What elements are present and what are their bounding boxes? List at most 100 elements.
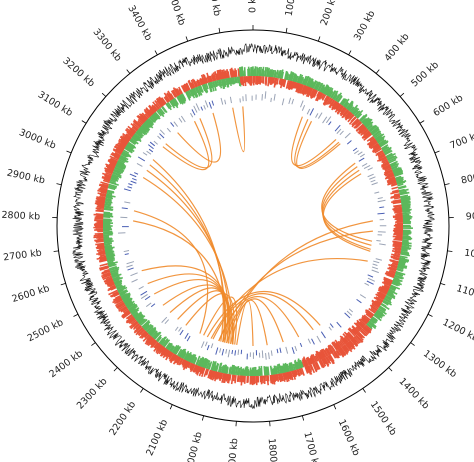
inner-strand-feature [276,366,280,374]
inner-feature [127,186,133,189]
outer-strand-feature [367,321,377,330]
tick-label: 2300 kb [75,376,110,412]
outer-strand-feature [325,356,330,364]
outer-strand-feature [221,372,225,383]
inner-strand-feature [103,207,114,211]
inner-strand-feature [228,367,232,375]
inner-strand-feature [370,307,377,313]
outer-strand-feature [397,183,404,187]
inner-strand-feature [337,340,343,348]
outer-strand-feature [129,320,138,329]
link-arc [236,300,254,347]
outer-strand-feature [241,66,244,77]
tick-mark [218,27,221,33]
inner-strand-feature [377,295,385,301]
outer-strand-feature [309,364,314,371]
outer-strand-feature [112,290,119,296]
link-arc [218,230,373,342]
outer-strand-feature [399,191,410,196]
inner-strand-feature [347,328,356,337]
inner-strand-feature [265,76,268,86]
inner-strand-feature [394,251,401,254]
outer-strand-feature [396,268,403,273]
inner-strand-feature [154,111,161,118]
inner-strand-feature [161,337,169,347]
outer-strand-feature [378,306,386,313]
inner-feature [124,201,131,204]
inner-feature [142,152,148,156]
inner-feature [178,117,183,123]
outer-strand-feature [317,82,324,92]
inner-feature [352,147,358,152]
outer-strand-feature [314,362,320,371]
outer-strand-feature [230,374,234,385]
inner-strand-feature [347,113,353,120]
outer-strand-feature [290,72,295,82]
inner-strand-feature [178,349,184,357]
outer-strand-feature [386,293,396,300]
outer-strand-feature [110,157,118,163]
inner-strand-feature [293,363,298,370]
inner-strand-feature [305,357,311,366]
inner-feature [268,352,270,360]
outer-strand-feature [235,69,238,77]
tick-label: 3200 kb [60,56,96,90]
inner-feature [279,347,282,353]
inner-strand-feature [159,107,166,115]
inner-strand-feature [334,104,342,113]
outer-strand-feature [95,207,105,211]
link-arc [322,169,371,250]
inner-feature [186,335,191,342]
outer-strand-feature [327,355,332,362]
inner-feature [375,258,382,261]
outer-strand-feature [227,71,230,79]
tick-mark [440,283,446,286]
outer-strand-feature [300,76,305,85]
outer-strand-feature [153,341,159,349]
inner-feature [166,127,171,133]
outer-strand-feature [361,328,369,336]
inner-strand-feature [147,117,154,124]
outer-strand-feature [141,112,149,120]
tick-label: 1400 kb [396,376,431,412]
inner-feature [219,348,222,353]
outer-strand-feature [298,368,303,375]
inner-feature [344,132,351,139]
inner-strand-feature [318,92,324,100]
outer-strand-feature [99,263,109,267]
inner-feature [309,108,315,116]
inner-strand-feature [356,325,362,331]
inner-strand-feature [381,158,388,164]
inner-strand-feature [328,98,334,105]
outer-strand-feature [95,213,104,216]
tick-mark [434,150,440,154]
outer-strand-feature [350,339,358,347]
inner-strand-feature [187,90,192,97]
inner-strand-feature [393,257,400,261]
tick-label: 2700 kb [3,248,43,264]
inner-feature [291,347,295,354]
ideogram-ring [56,29,450,423]
outer-strand-feature [384,296,392,301]
outer-strand-feature [304,366,309,374]
outer-strand-feature [354,110,361,117]
outer-strand-feature [132,122,140,130]
inner-strand-feature [103,211,110,214]
inner-strand-feature [320,93,325,100]
tick-mark [444,183,450,186]
outer-strand-feature [296,369,301,377]
outer-strand-feature [360,114,368,123]
inner-strand-feature [383,170,393,176]
inner-feature [322,116,328,124]
outer-strand-feature [402,237,412,241]
inner-strand-feature [321,94,327,101]
inner-feature [129,173,137,178]
inner-strand-feature [104,203,112,206]
inner-strand-feature [384,174,395,180]
inner-feature [227,349,231,358]
outer-strand-feature [300,367,305,376]
outer-strand-feature [402,210,410,213]
outer-strand-feature [365,121,374,129]
outer-strand-feature [281,71,284,79]
inner-strand-feature [103,233,113,236]
